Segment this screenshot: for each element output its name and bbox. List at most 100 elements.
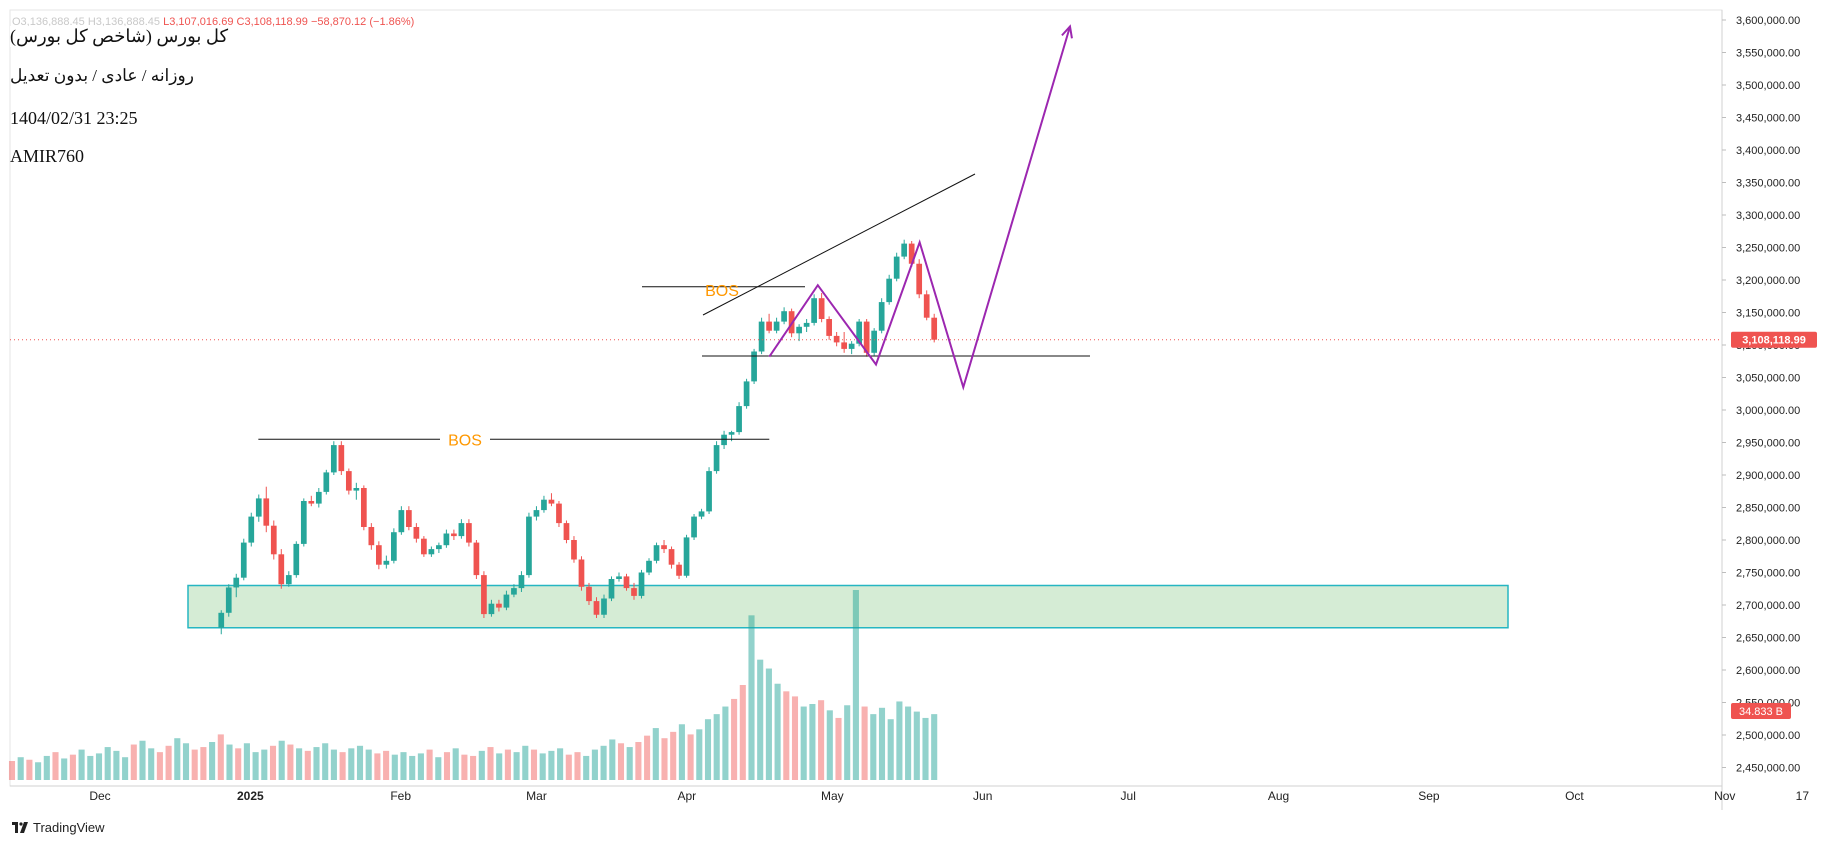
tradingview-brand[interactable]: TradingView (12, 820, 105, 835)
candle-body (706, 471, 712, 512)
volume-bar (191, 749, 198, 780)
candle-body (931, 317, 938, 340)
time-axis-label: Oct (1565, 789, 1584, 803)
volume-bar (122, 757, 129, 780)
candle-body (713, 445, 720, 472)
candle-body (368, 527, 375, 546)
volume-bar (583, 755, 590, 780)
candle-body (856, 321, 863, 344)
candle-body (436, 545, 442, 550)
candle-body (653, 545, 660, 561)
candle-body (571, 540, 577, 560)
volume-bar (452, 748, 459, 780)
volume-bar (887, 719, 894, 780)
candle-body (631, 588, 637, 596)
candle-body (315, 491, 322, 504)
candle-body (586, 586, 592, 602)
volume-bar (35, 762, 42, 780)
candle-body (413, 527, 420, 539)
candle-body (503, 594, 510, 608)
candle-body (330, 445, 337, 473)
candle-body (421, 538, 427, 555)
candle-body (608, 579, 615, 599)
volume-bar (348, 748, 355, 780)
price-tick-label: 3,400,000.00 (1736, 145, 1800, 157)
volume-bar (757, 659, 764, 780)
volume-bar (678, 724, 685, 780)
volume-bar (470, 755, 477, 780)
candle-body (878, 302, 885, 331)
candle-body (803, 322, 810, 327)
candle-body (218, 612, 225, 628)
volume-bar (722, 706, 729, 780)
ohlc-close: C3,108,118.99 (236, 16, 308, 28)
candle-body (826, 319, 832, 336)
candle-body (901, 243, 908, 257)
volume-bar (69, 754, 76, 780)
volume-bar (461, 754, 468, 780)
candle-body (466, 523, 472, 543)
volume-bar (652, 728, 659, 780)
candle-body (225, 587, 232, 613)
volume-bar (322, 743, 329, 780)
candle-body (886, 278, 893, 303)
price-tick-label: 3,000,000.00 (1736, 405, 1800, 417)
volume-bar (243, 743, 250, 780)
candle-body (893, 256, 900, 279)
candle-body (308, 501, 315, 504)
candle-body (563, 523, 570, 540)
candle-body (601, 598, 607, 615)
candle-body (345, 471, 352, 491)
candle-body (248, 516, 255, 543)
brand-label: TradingView (33, 820, 105, 835)
volume-bar (774, 683, 781, 780)
candle-body (255, 498, 262, 517)
candle-body (773, 321, 780, 331)
volume-bar (356, 745, 364, 780)
candle-body (285, 575, 292, 585)
candle-body (863, 321, 870, 353)
volume-bar (696, 729, 703, 780)
volume-bar (130, 744, 137, 780)
candle-body (833, 335, 840, 343)
volume-bar (687, 734, 694, 780)
last-price-badge (1731, 331, 1817, 348)
drawings: BOS BOS (10, 24, 1722, 450)
volume-bar (478, 750, 485, 780)
candle-body (360, 488, 367, 527)
candle-body (766, 321, 772, 331)
volume-bar (713, 714, 720, 780)
candle-body (428, 549, 435, 555)
candle-body (728, 432, 735, 435)
candle-body (676, 564, 682, 576)
volume-bar (905, 706, 912, 780)
chart-timestamp: 1404/02/31 23:25 (10, 108, 138, 128)
volume-bar (878, 707, 886, 780)
candle-body (721, 434, 727, 446)
price-tick-label: 2,750,000.00 (1736, 568, 1800, 580)
price-tick-label: 2,800,000.00 (1736, 535, 1800, 547)
candle-body (841, 342, 847, 349)
volume-bar (374, 753, 381, 780)
price-tick-label: 3,250,000.00 (1736, 243, 1800, 255)
price-tick-label: 3,350,000.00 (1736, 178, 1800, 190)
candle-body (683, 537, 690, 576)
demand-zone-rect (187, 584, 1509, 629)
candle-body (556, 503, 562, 524)
volume-bar (896, 701, 903, 780)
bos-label-1: BOS (448, 432, 482, 449)
volume-bar (443, 752, 451, 780)
price-tick-label: 2,900,000.00 (1736, 470, 1800, 482)
trendline (702, 173, 976, 316)
volume-bar (487, 747, 494, 780)
volume-bar (931, 714, 938, 780)
price-tick-label: 2,450,000.00 (1736, 763, 1800, 775)
candle-body (578, 559, 585, 587)
bos-label-2: BOS (705, 283, 739, 300)
candle-body (871, 330, 878, 353)
volume-bar (800, 706, 807, 780)
price-tick-label: 2,650,000.00 (1736, 633, 1800, 645)
candle-body (511, 588, 517, 595)
candle-body (781, 311, 787, 322)
